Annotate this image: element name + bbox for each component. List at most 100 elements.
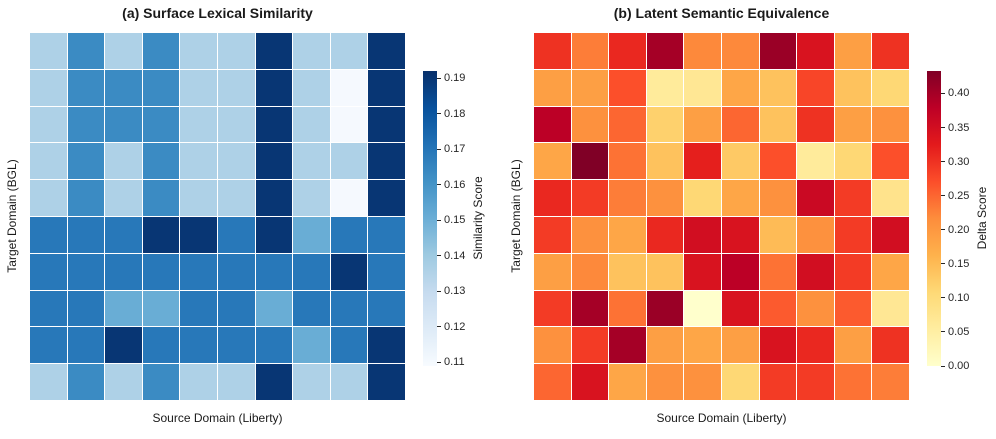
heatmap-cell-b-r6c7	[759, 216, 797, 253]
heatmap-cell-a-r3c6	[217, 106, 255, 143]
heatmap-cell-b-r5c3	[609, 180, 646, 216]
heatmap-cell-a-r5c9	[330, 180, 368, 216]
panel-b-colorbar	[927, 71, 941, 366]
heatmap-cell-b-r6c1	[534, 216, 571, 253]
colorbar-tick-mark-b	[941, 127, 945, 129]
heatmap-cell-a-r1c3	[105, 33, 142, 69]
heatmap-cell-a-r9c3	[105, 327, 142, 364]
heatmap-cell-a-r6c10	[368, 216, 405, 253]
heatmap-cell-b-r7c9	[834, 253, 872, 290]
panel-a-title: (a) Surface Lexical Similarity	[122, 5, 313, 21]
heatmap-cell-b-r10c10	[872, 364, 909, 400]
heatmap-cell-a-r8c5	[180, 290, 217, 327]
heatmap-cell-a-r9c8	[293, 327, 330, 364]
heatmap-cell-b-r8c8	[797, 290, 834, 327]
heatmap-cell-b-r5c8	[797, 180, 834, 216]
colorbar-tick-label-b: 0.20	[948, 223, 970, 236]
heatmap-cell-a-r6c1	[30, 216, 67, 253]
heatmap-cell-b-r6c4	[646, 216, 684, 253]
heatmap-cell-a-r2c6	[217, 69, 255, 106]
heatmap-cell-b-r2c4	[646, 69, 684, 106]
colorbar-tick-label-b: 0.30	[948, 155, 970, 168]
heatmap-cell-b-r2c3	[609, 69, 646, 106]
heatmap-cell-a-r3c10	[368, 106, 405, 143]
colorbar-tick-label-b: 0.15	[948, 257, 970, 270]
heatmap-cell-b-r4c8	[797, 143, 834, 180]
heatmap-cell-b-r10c1	[534, 364, 571, 400]
heatmap-cell-b-r8c2	[571, 290, 609, 327]
colorbar-tick-label-b: 0.10	[948, 291, 970, 304]
heatmap-cell-b-r8c6	[721, 290, 759, 327]
heatmap-cell-a-r8c1	[30, 290, 67, 327]
heatmap-cell-a-r6c5	[180, 216, 217, 253]
heatmap-cell-a-r7c5	[180, 253, 217, 290]
heatmap-cell-a-r10c1	[30, 364, 67, 400]
panel-b-colorbar-label: Delta Score	[975, 186, 989, 250]
colorbar-tick-mark-a	[437, 219, 441, 221]
heatmap-cell-b-r4c2	[571, 143, 609, 180]
heatmap-cell-a-r4c7	[255, 143, 293, 180]
heatmap-cell-a-r8c6	[217, 290, 255, 327]
heatmap-cell-b-r10c7	[759, 364, 797, 400]
heatmap-cell-b-r8c4	[646, 290, 684, 327]
heatmap-cell-b-r7c8	[797, 253, 834, 290]
heatmap-cell-a-r7c1	[30, 253, 67, 290]
heatmap-cell-a-r5c2	[67, 180, 105, 216]
heatmap-cell-b-r1c6	[721, 33, 759, 69]
heatmap-cell-a-r9c10	[368, 327, 405, 364]
heatmap-cell-b-r10c3	[609, 364, 646, 400]
heatmap-cell-b-r8c1	[534, 290, 571, 327]
heatmap-cell-b-r9c5	[684, 327, 721, 364]
heatmap-cell-a-r6c8	[293, 216, 330, 253]
heatmap-cell-b-r1c5	[684, 33, 721, 69]
heatmap-cell-b-r6c5	[684, 216, 721, 253]
heatmap-cell-b-r5c4	[646, 180, 684, 216]
heatmap-cell-b-r4c6	[721, 143, 759, 180]
heatmap-cell-a-r5c7	[255, 180, 293, 216]
heatmap-cell-b-r10c4	[646, 364, 684, 400]
heatmap-cell-a-r9c6	[217, 327, 255, 364]
heatmap-cell-b-r10c5	[684, 364, 721, 400]
heatmap-cell-b-r3c5	[684, 106, 721, 143]
heatmap-cell-b-r7c4	[646, 253, 684, 290]
panel-b-title: (b) Latent Semantic Equivalence	[613, 5, 830, 21]
colorbar-tick-label-a: 0.13	[444, 285, 466, 298]
heatmap-cell-a-r8c9	[330, 290, 368, 327]
heatmap-cell-a-r3c8	[293, 106, 330, 143]
colorbar-tick-label-a: 0.18	[444, 107, 466, 120]
heatmap-cell-b-r7c10	[872, 253, 909, 290]
heatmap-cell-b-r1c4	[646, 33, 684, 69]
heatmap-cell-a-r7c7	[255, 253, 293, 290]
heatmap-cell-b-r4c9	[834, 143, 872, 180]
heatmap-cell-b-r1c8	[797, 33, 834, 69]
colorbar-tick-mark-b	[941, 92, 945, 94]
heatmap-cell-a-r4c5	[180, 143, 217, 180]
colorbar-tick-mark-b	[941, 365, 945, 367]
colorbar-tick-label-b: 0.05	[948, 325, 970, 338]
heatmap-cell-a-r1c2	[67, 33, 105, 69]
heatmap-cell-a-r9c1	[30, 327, 67, 364]
heatmap-cell-a-r2c7	[255, 69, 293, 106]
heatmap-cell-a-r3c5	[180, 106, 217, 143]
colorbar-tick-mark-b	[941, 195, 945, 197]
panel-b-y-axis-label: Target Domain (BGL)	[509, 159, 523, 273]
colorbar-tick-mark-a	[437, 290, 441, 292]
heatmap-cell-a-r5c4	[142, 180, 180, 216]
panel-b-x-axis-label: Source Domain (Liberty)	[656, 411, 787, 425]
panel-a-colorbar-label: Similarity Score	[471, 176, 485, 260]
heatmap-cell-b-r4c5	[684, 143, 721, 180]
heatmap-cell-a-r5c3	[105, 180, 142, 216]
heatmap-cell-b-r9c3	[609, 327, 646, 364]
heatmap-cell-a-r3c7	[255, 106, 293, 143]
heatmap-cell-b-r9c8	[797, 327, 834, 364]
colorbar-tick-label-b: 0.25	[948, 189, 970, 202]
colorbar-tick-mark-a	[437, 113, 441, 115]
heatmap-cell-b-r7c6	[721, 253, 759, 290]
heatmap-cell-a-r10c3	[105, 364, 142, 400]
heatmap-cell-b-r2c1	[534, 69, 571, 106]
heatmap-cell-a-r2c5	[180, 69, 217, 106]
heatmap-cell-b-r5c9	[834, 180, 872, 216]
heatmap-cell-b-r6c6	[721, 216, 759, 253]
heatmap-cell-b-r1c9	[834, 33, 872, 69]
